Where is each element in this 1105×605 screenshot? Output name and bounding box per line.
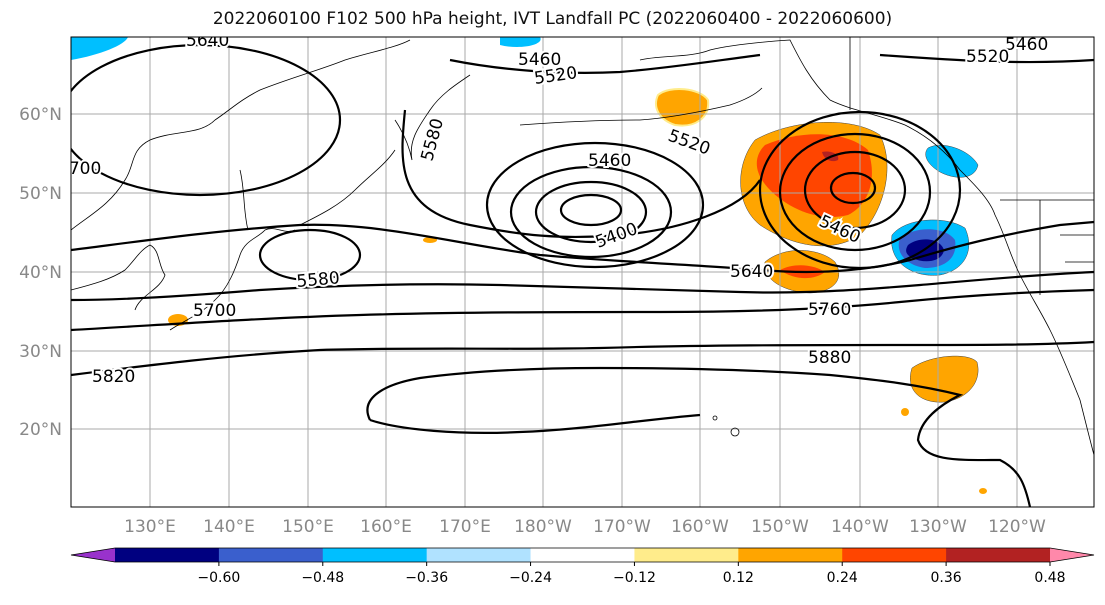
colorbar-segment [426, 548, 532, 562]
colorbar-tick-label: 0.12 [723, 570, 754, 586]
colorbar-segment [322, 548, 428, 562]
contour-5580-north [401, 109, 761, 239]
contour-5880 [366, 366, 1032, 507]
contour-5880-base [369, 413, 701, 434]
colorbar-segment [530, 548, 635, 562]
colorbar-tick-label: −0.36 [405, 570, 448, 586]
contour-low-ring [509, 165, 673, 259]
coastline-aleutians [519, 87, 763, 126]
contour-label: 5880 [808, 348, 851, 368]
contour-gulf-low-ring [778, 132, 932, 252]
latitude-labels: 60°N 50°N 40°N 30°N 20°N [19, 105, 62, 440]
colorbar-extend-high [1050, 548, 1094, 562]
colorbar-segment [842, 548, 947, 562]
contour-label: 5520 [966, 47, 1009, 67]
island-hawaii [712, 415, 718, 421]
contour-siberia-high [71, 43, 342, 197]
contour-5520-north [449, 53, 1094, 74]
coastline-kuril [299, 149, 396, 226]
lon-label: 130°W [909, 517, 967, 537]
contour-gulf-low-inner [829, 171, 877, 205]
ivt-positive-spot [979, 488, 987, 494]
coastline-kamchatka [394, 74, 471, 161]
colorbar-tick-label: −0.60 [197, 570, 240, 586]
graticule [71, 37, 1094, 507]
colorbar-extend-low [71, 548, 115, 562]
colorbar-tick-label: −0.48 [301, 570, 344, 586]
contour-label: 5580 [296, 268, 341, 292]
ivt-positive-region [910, 355, 979, 403]
colorbar-tick-label: 0.24 [827, 570, 858, 586]
coastline-asia [71, 39, 411, 231]
lon-label: 150°E [282, 517, 334, 537]
ivt-positive-spot [901, 408, 909, 416]
lat-label: 30°N [19, 342, 62, 362]
contour-label: 5640 [730, 262, 773, 282]
coastline-japan [169, 228, 296, 331]
ivt-positive-core [756, 134, 872, 218]
lat-label: 50°N [19, 184, 62, 204]
lon-label: 170°E [439, 517, 491, 537]
lon-label: 130°E [124, 517, 176, 537]
colorbar-tick-label: −0.12 [613, 570, 656, 586]
lon-label: 120°W [988, 517, 1046, 537]
coastline-na-west [994, 214, 1094, 456]
lon-label: 140°W [831, 517, 889, 537]
colorbar-tick-label: 0.48 [1034, 570, 1065, 586]
contour-5760 [71, 288, 1094, 332]
contour-label: 5700 [193, 301, 236, 321]
contour-5640 [71, 220, 1094, 274]
colorbar-segment [115, 548, 220, 562]
contour-label: 5820 [92, 367, 135, 387]
border-canada-us [849, 37, 1094, 295]
ivt-negative-region [500, 37, 541, 48]
colorbar-segment [946, 548, 1051, 562]
lon-label: 160°E [360, 517, 412, 537]
longitude-labels: 130°E 140°E 150°E 160°E 170°E 180°W 170°… [124, 517, 1046, 537]
map-title: 2022060100 F102 500 hPa height, IVT Land… [212, 9, 893, 29]
coastline-alaska [639, 39, 996, 216]
contour-label: 5760 [808, 300, 851, 320]
contour-label: 5460 [518, 50, 561, 70]
colorbar-segment [634, 548, 739, 562]
lon-label: 160°W [671, 517, 729, 537]
contour-label: 5460 [1005, 35, 1048, 55]
contour-label: 5460 [588, 151, 631, 171]
contour-low-ring [534, 180, 648, 244]
coastline-korea-china [71, 244, 166, 311]
colorbar-segment [738, 548, 843, 562]
lon-label: 140°E [203, 517, 255, 537]
contour-label: 5700 [58, 159, 101, 179]
contour-gulf-low-ring [803, 150, 907, 230]
contour-low-inner [559, 193, 623, 227]
lon-label: 170°W [593, 517, 651, 537]
colorbar-tick-label: 0.36 [931, 570, 962, 586]
colorbar-segment [218, 548, 324, 562]
contour-high-asia [258, 228, 362, 282]
contour-low-ring [485, 141, 705, 269]
colorbar-tick-label: −0.24 [509, 570, 552, 586]
contour-5700 [71, 270, 1094, 302]
contour-5820 [71, 340, 1094, 377]
coastlines [71, 37, 1094, 456]
coastline-sakhalin [239, 169, 249, 231]
contour-label: 5640 [186, 31, 229, 51]
lon-label: 180°W [514, 517, 572, 537]
lat-label: 20°N [19, 420, 62, 440]
contour-labels: 5640 5460 5520 5460 5520 5580 5460 5520 … [58, 31, 1050, 389]
lat-label: 40°N [19, 263, 62, 283]
map-frame [70, 36, 1095, 508]
lon-label: 150°W [751, 517, 809, 537]
lat-label: 60°N [19, 105, 62, 125]
height-contours [71, 43, 1094, 507]
ivt-negative-region [71, 37, 128, 60]
colorbar-outline [70, 547, 1095, 563]
colorbar: −0.60 −0.48 −0.36 −0.24 −0.12 0.12 0.24 0.36 0.4… [70, 547, 1095, 586]
island-hawaii [730, 427, 740, 437]
